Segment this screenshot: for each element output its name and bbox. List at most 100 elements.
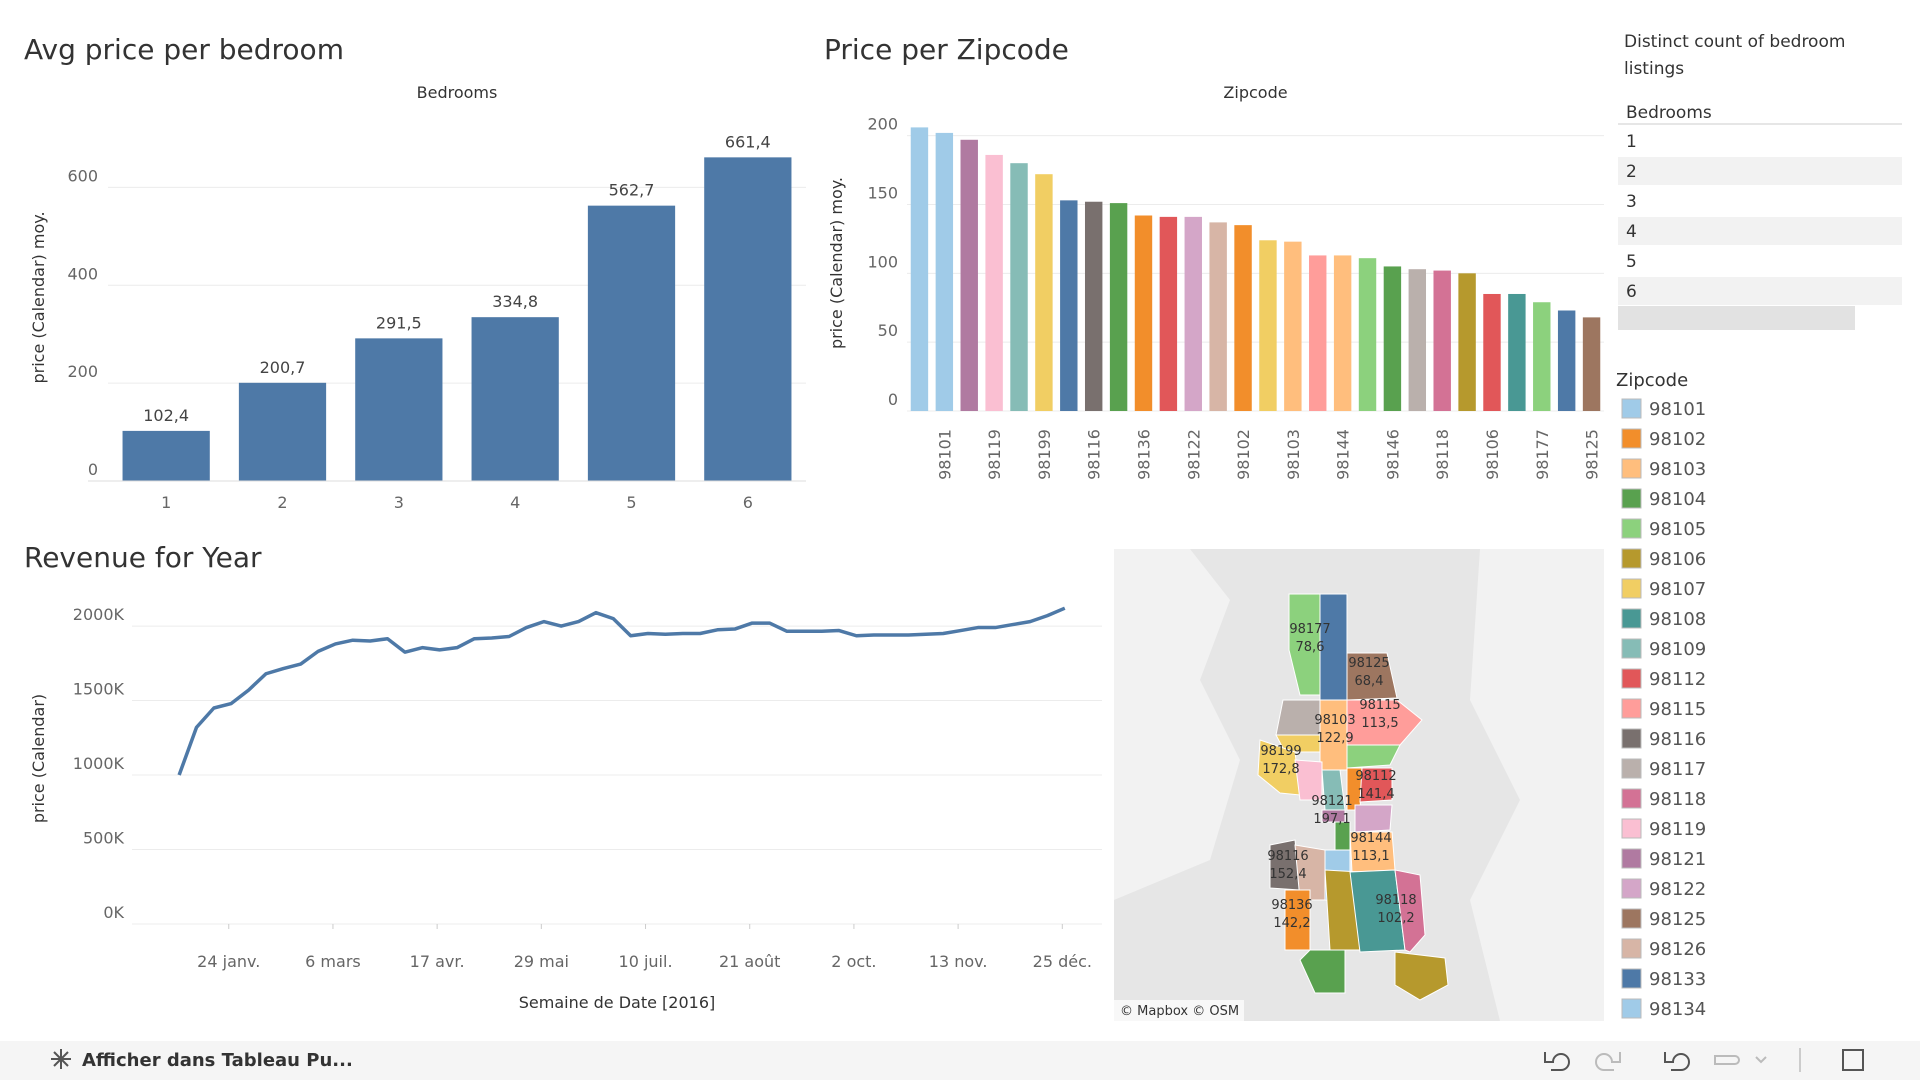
x-tick-label: 98199 xyxy=(1035,429,1054,480)
zip-areas xyxy=(1257,593,1449,1001)
map-value-label: 68,4 xyxy=(1355,674,1384,689)
legend-swatch xyxy=(1621,398,1642,419)
scrollbar[interactable] xyxy=(1618,306,1855,330)
y-tick-label: 200 xyxy=(67,362,98,381)
map[interactable]: © Mapbox © OSM xyxy=(1114,549,1604,1021)
legend-label: 98107 xyxy=(1649,579,1706,600)
x-tick-label: 29 mai xyxy=(514,952,569,971)
bar xyxy=(1234,225,1252,411)
bar xyxy=(1010,163,1028,411)
revert[interactable] xyxy=(1664,1052,1690,1071)
x-tick-label: 17 avr. xyxy=(410,952,465,971)
y-tick-label: 0K xyxy=(103,903,124,922)
x-tick-label: 98177 xyxy=(1533,429,1552,480)
value-label: 291,5 xyxy=(376,313,422,332)
legend-label: 98109 xyxy=(1649,639,1706,660)
y-tick-label: 0 xyxy=(888,390,898,409)
y-axis-title: price (Calendar) moy. xyxy=(827,177,846,349)
value-label: 200,7 xyxy=(260,358,306,377)
legend-label: 98133 xyxy=(1649,969,1706,990)
legend-swatch xyxy=(1621,728,1642,749)
bar xyxy=(1557,310,1576,411)
legend-swatch xyxy=(1621,608,1642,629)
undo[interactable] xyxy=(1544,1052,1570,1071)
map-zip-label: 98199 xyxy=(1260,744,1301,759)
x-tick-label: 4 xyxy=(510,493,520,512)
x-tick-label: 98118 xyxy=(1433,429,1452,480)
value-label: 562,7 xyxy=(609,181,655,200)
x-tick-label: 13 nov. xyxy=(929,952,988,971)
tableau-icon xyxy=(51,1049,71,1069)
legend-label: 98115 xyxy=(1649,699,1706,720)
map-zip-label: 98116 xyxy=(1267,849,1308,864)
bar xyxy=(1508,293,1526,411)
legend-swatch xyxy=(1621,698,1642,719)
x-tick-label: 25 déc. xyxy=(1033,952,1092,971)
bar xyxy=(1408,269,1427,411)
bar xyxy=(1358,258,1377,411)
y-tick-label: 1500K xyxy=(73,680,125,699)
map-zip-label: 98112 xyxy=(1355,769,1396,784)
map-zip-label: 98177 xyxy=(1289,622,1330,637)
table-row: 3 xyxy=(1626,192,1637,212)
x-axis-title: Zipcode xyxy=(1223,83,1287,102)
legend-swatch xyxy=(1621,548,1642,569)
x-tick-label: 5 xyxy=(626,493,636,512)
map-zip-label: 98115 xyxy=(1359,698,1400,713)
y-tick-label: 400 xyxy=(67,264,98,283)
bar xyxy=(238,382,327,481)
legend-swatch xyxy=(1621,758,1642,779)
table-title: Distinct count of bedroom listings xyxy=(1624,32,1845,79)
legend-swatch xyxy=(1621,428,1642,449)
x-tick-label: 2 xyxy=(277,493,287,512)
bar xyxy=(935,132,954,411)
map-value-label: 102,2 xyxy=(1377,911,1414,926)
bar xyxy=(1035,174,1053,411)
table-row: 1 xyxy=(1626,132,1637,152)
x-tick-label: 3 xyxy=(394,493,404,512)
legend-swatch xyxy=(1621,938,1642,959)
bar xyxy=(1309,255,1327,411)
bar xyxy=(471,317,559,481)
chart-title: Avg price per bedroom xyxy=(24,33,344,66)
x-tick-label: 98103 xyxy=(1284,429,1303,480)
map-value-label: 197,1 xyxy=(1313,812,1350,827)
y-tick-label: 600 xyxy=(67,166,98,185)
x-tick-label: 98144 xyxy=(1334,429,1353,480)
bar xyxy=(1209,222,1227,411)
legend-swatch xyxy=(1621,818,1642,839)
x-tick-label: 98106 xyxy=(1483,429,1502,480)
legend-swatch xyxy=(1621,878,1642,899)
map-value-label: 113,5 xyxy=(1361,716,1398,731)
x-tick-label: 24 janv. xyxy=(197,952,260,971)
toolbar[interactable] xyxy=(1544,1048,1864,1072)
legend-swatch xyxy=(1621,488,1642,509)
table-row: 2 xyxy=(1626,162,1637,182)
legend-swatch xyxy=(1621,998,1642,1019)
map-zip-label: 98144 xyxy=(1350,831,1391,846)
bar xyxy=(1259,240,1277,411)
legend-swatch xyxy=(1621,518,1642,539)
value-label: 334,8 xyxy=(492,292,538,311)
bar xyxy=(1433,270,1451,411)
legend-label: 98116 xyxy=(1649,729,1706,750)
x-tick-label: 98122 xyxy=(1184,429,1203,480)
legend-label: 98117 xyxy=(1649,759,1706,780)
legend-swatch xyxy=(1621,578,1642,599)
legend-label: 98101 xyxy=(1649,399,1706,420)
footer-link[interactable]: Afficher dans Tableau Pu... xyxy=(82,1050,353,1071)
pause[interactable] xyxy=(1714,1055,1740,1065)
legend-label: 98121 xyxy=(1649,849,1706,870)
redo[interactable] xyxy=(1595,1052,1621,1071)
x-tick-label: 10 juil. xyxy=(619,952,673,971)
y-tick-label: 200 xyxy=(867,115,898,134)
x-tick-label: 98146 xyxy=(1383,429,1402,480)
fullscreen[interactable] xyxy=(1842,1049,1864,1071)
y-axis-title: price (Calendar) moy. xyxy=(29,211,48,383)
x-axis-title: Semaine de Date [2016] xyxy=(519,993,716,1012)
dropdown[interactable] xyxy=(1755,1056,1767,1064)
map-value-label: 141,4 xyxy=(1357,787,1394,802)
legend-label: 98118 xyxy=(1649,789,1706,810)
table-row: 6 xyxy=(1626,282,1637,302)
